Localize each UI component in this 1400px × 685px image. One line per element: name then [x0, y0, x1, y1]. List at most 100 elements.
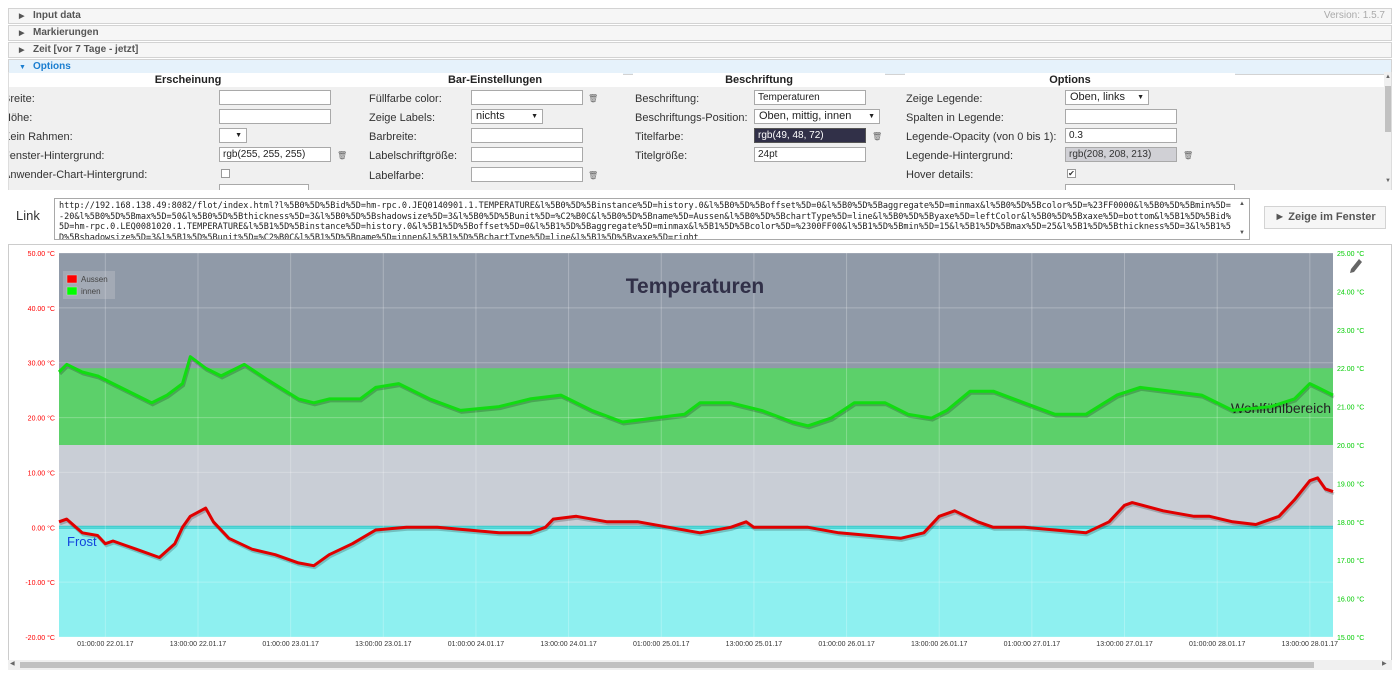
- x-tick-label: 01:00:00 22.01.17: [77, 641, 134, 648]
- label-zeige-legende: Zeige Legende:: [906, 93, 983, 105]
- zeige-labels-select[interactable]: nichts ▼: [471, 109, 543, 124]
- label-breite: Breite:: [9, 93, 35, 105]
- kein-rahmen-select[interactable]: ▼: [219, 128, 247, 143]
- y-left-tick-label: -20.00 °C: [25, 634, 55, 642]
- label-hoehe: Höhe:: [9, 112, 33, 124]
- x-tick-label: 01:00:00 28.01.17: [1189, 641, 1246, 648]
- labelschrift-input[interactable]: [471, 147, 583, 162]
- accordion-markierungen[interactable]: ▶ Markierungen: [8, 25, 1392, 41]
- label-opacity: Legende-Opacity (von 0 bis 1):: [906, 131, 1057, 143]
- label-labelschrift: Labelschriftgröße:: [369, 150, 458, 162]
- label-kein-rahmen: Kein Rahmen:: [8, 131, 73, 143]
- chart-frame: Wohlfühlbereich Frost -20.00 °C -10.00 °C 0…: [8, 244, 1392, 662]
- label-position: Beschriftungs-Position:: [635, 112, 748, 124]
- y-right-tick-label: 21.00 °C: [1337, 404, 1364, 412]
- scrollbar-thumb[interactable]: [1385, 86, 1391, 132]
- x-tick-label: 13:00:00 24.01.17: [540, 641, 597, 648]
- y-right-tick-label: 15.00 °C: [1337, 634, 1364, 642]
- label-zeige-labels: Zeige Labels:: [369, 112, 436, 124]
- y-left-tick-label: 0.00 °C: [32, 524, 55, 532]
- titelgroesse-input[interactable]: 24pt: [754, 147, 866, 162]
- titelfarbe-input[interactable]: rgb(49, 48, 72): [754, 128, 866, 143]
- accordion-label: Markierungen: [33, 27, 99, 38]
- scroll-down-icon[interactable]: ▼: [1385, 178, 1391, 184]
- x-tick-label: 13:00:00 22.01.17: [170, 641, 227, 648]
- accordion-zeit[interactable]: ▶ Zeit [vor 7 Tage - jetzt]: [8, 42, 1392, 58]
- temperature-chart: Wohlfühlbereich Frost -20.00 °C -10.00 °C 0…: [25, 250, 1364, 648]
- version-label: Version: 1.5.7: [1323, 10, 1385, 21]
- beschriftung-input[interactable]: Temperaturen: [754, 90, 866, 105]
- legend-swatch: [66, 286, 78, 296]
- chart-title: Temperaturen: [626, 275, 764, 298]
- edit-icon[interactable]: [1350, 259, 1362, 273]
- link-textarea[interactable]: http://192.168.138.49:8082/flot/index.ht…: [54, 198, 1250, 240]
- chevron-right-icon: ▶: [19, 30, 25, 37]
- y-left-tick-label: 40.00 °C: [28, 305, 55, 313]
- label-legende-hintergrund: Legende-Hintergrund:: [906, 150, 1014, 162]
- y-right-tick-label: 24.00 °C: [1337, 288, 1364, 296]
- label-fuellfarbe: Füllfarbe color:: [369, 93, 442, 105]
- trash-icon[interactable]: 🗑: [1183, 151, 1194, 160]
- chevron-down-icon: ▼: [19, 64, 26, 71]
- x-tick-label: 13:00:00 23.01.17: [355, 641, 412, 648]
- chevron-down-icon: ▼: [235, 132, 242, 139]
- accordion-label: Zeit [vor 7 Tage - jetzt]: [33, 44, 139, 55]
- labelfarbe-input[interactable]: [471, 167, 583, 182]
- accordion-label: Options: [33, 61, 71, 72]
- y-left-tick-label: 20.00 °C: [28, 415, 55, 423]
- trash-icon[interactable]: 🗑: [588, 171, 599, 180]
- options-scrollbar[interactable]: ▲ ▼: [1384, 72, 1391, 190]
- spalten-input[interactable]: [1065, 109, 1177, 124]
- y-left-tick-label: 30.00 °C: [28, 360, 55, 368]
- x-tick-label: 01:00:00 27.01.17: [1004, 641, 1061, 648]
- trash-icon[interactable]: 🗑: [588, 94, 599, 103]
- y-right-tick-label: 16.00 °C: [1337, 596, 1364, 604]
- y-left-tick-label: 10.00 °C: [28, 469, 55, 477]
- column-head-bar: Bar-Einstellungen: [367, 73, 623, 87]
- band-frost: [59, 527, 1333, 637]
- x-tick-label: 01:00:00 23.01.17: [262, 641, 319, 648]
- x-tick-label: 13:00:00 26.01.17: [911, 641, 968, 648]
- trash-icon[interactable]: 🗑: [337, 151, 348, 160]
- fenster-hintergrund-input[interactable]: rgb(255, 255, 255): [219, 147, 331, 162]
- trash-icon[interactable]: 🗑: [872, 132, 883, 141]
- anwender-hintergrund-checkbox[interactable]: [221, 169, 230, 178]
- band-label: Wohlfühlbereich: [1231, 400, 1331, 416]
- zeige-legende-select[interactable]: Oben, links ▼: [1065, 90, 1149, 105]
- y-right-tick-label: 18.00 °C: [1337, 519, 1364, 527]
- background-band: [59, 445, 1333, 528]
- chevron-down-icon: ▼: [1137, 94, 1144, 101]
- show-in-window-button[interactable]: ► Zeige im Fenster: [1264, 206, 1386, 229]
- series-line-innen: [57, 355, 1334, 428]
- position-select[interactable]: Oben, mittig, innen ▼: [754, 109, 880, 124]
- scrollbar-thumb[interactable]: [20, 662, 1314, 668]
- hoehe-input[interactable]: [219, 109, 331, 124]
- select-value: Oben, links: [1070, 91, 1126, 103]
- x-tick-label: 01:00:00 25.01.17: [633, 641, 690, 648]
- y-right-tick-label: 20.00 °C: [1337, 442, 1364, 450]
- opacity-input[interactable]: 0.3: [1065, 128, 1177, 143]
- legend-label: innen: [81, 287, 101, 296]
- series-line-aussen: [58, 476, 1334, 568]
- label-spalten: Spalten in Legende:: [906, 112, 1004, 124]
- scroll-up-icon[interactable]: ▲: [1385, 74, 1391, 80]
- breite-input[interactable]: [219, 90, 331, 105]
- next-row-select[interactable]: [1065, 184, 1235, 190]
- chevron-down-icon: ▼: [531, 113, 538, 120]
- barbreite-input[interactable]: [471, 128, 583, 143]
- accordion-input-data[interactable]: ▶ Input data Version: 1.5.7: [8, 8, 1392, 24]
- scroll-right-icon[interactable]: ▶: [1382, 661, 1387, 667]
- hover-checkbox[interactable]: ✔: [1067, 169, 1076, 178]
- column-head-beschriftung: Beschriftung: [633, 73, 885, 87]
- scroll-left-icon[interactable]: ◀: [10, 661, 15, 667]
- x-tick-label: 01:00:00 26.01.17: [818, 641, 875, 648]
- next-row-input[interactable]: [219, 184, 309, 190]
- label-barbreite: Barbreite:: [369, 131, 417, 143]
- scroll-down-icon[interactable]: ▼: [1239, 230, 1245, 236]
- scroll-up-icon[interactable]: ▲: [1239, 201, 1245, 207]
- chevron-right-icon: ▶: [19, 13, 25, 20]
- page-horizontal-scrollbar[interactable]: ◀ ▶: [8, 660, 1392, 670]
- fuellfarbe-input[interactable]: [471, 90, 583, 105]
- legende-hintergrund-input[interactable]: rgb(208, 208, 213): [1065, 147, 1177, 162]
- chevron-down-icon: ▼: [868, 113, 875, 120]
